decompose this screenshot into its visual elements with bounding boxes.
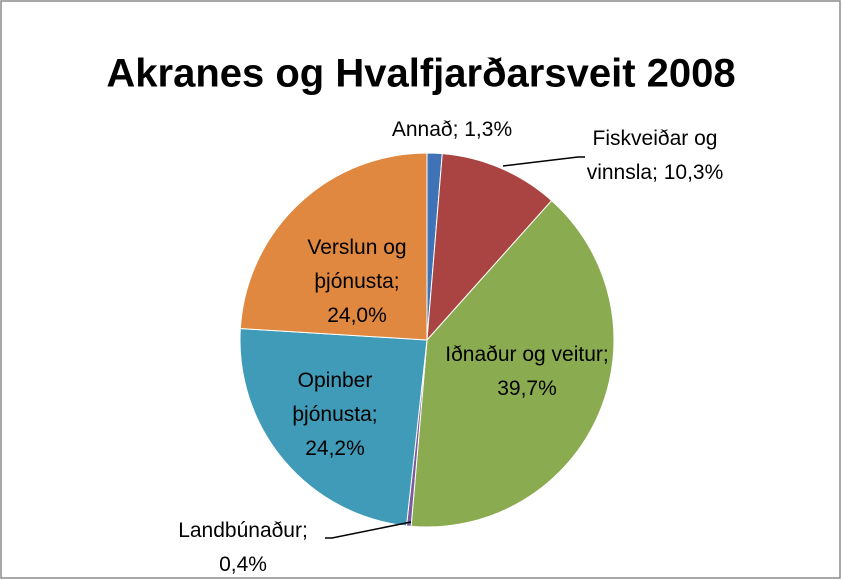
pie bbox=[239, 152, 615, 528]
data-label: Opinber þjónusta; 24,2% bbox=[292, 369, 378, 460]
data-label: Iðnaður og veitur; 39,7% bbox=[445, 343, 609, 400]
data-label: Fiskveiðar og vinnsla; 10,3% bbox=[586, 127, 724, 184]
data-label: Annað; 1,3% bbox=[391, 118, 513, 141]
data-label: Verslun og þjónusta; 24,0% bbox=[307, 236, 407, 327]
chart-title: Akranes og Hvalfjarðarsveit 2008 bbox=[106, 52, 735, 96]
pie-slice bbox=[239, 328, 428, 527]
pie-slice bbox=[239, 152, 428, 341]
leader-line bbox=[325, 521, 412, 539]
pie-slice bbox=[410, 199, 615, 528]
data-label: Landbúnaður; 0,4% bbox=[178, 519, 308, 576]
leader-line bbox=[502, 156, 585, 167]
pie-slice bbox=[426, 153, 553, 342]
